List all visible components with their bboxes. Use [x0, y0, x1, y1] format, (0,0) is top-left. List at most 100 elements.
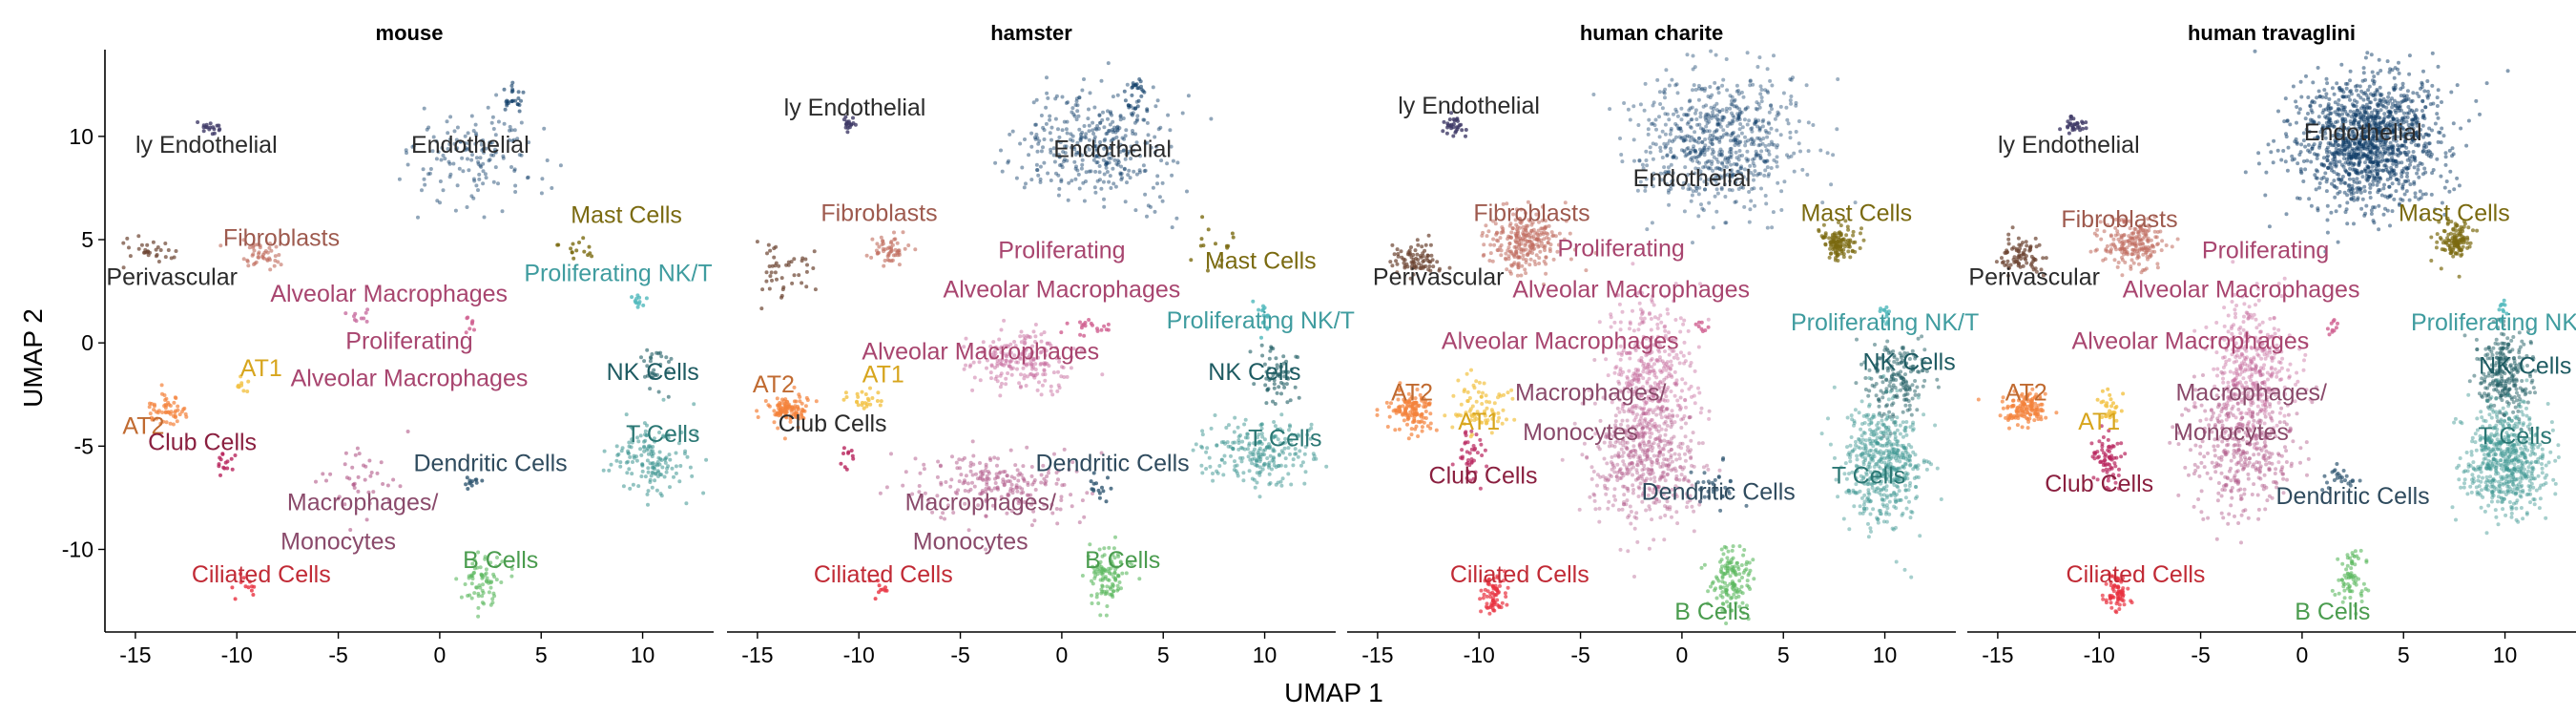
point-endothelial [1074, 164, 1078, 169]
point-t-cells [648, 461, 653, 466]
point-t-cells [652, 436, 656, 441]
point-b-cells [1093, 574, 1098, 579]
point-alveolar-macrophages [993, 345, 998, 349]
point-endothelial [1115, 125, 1119, 130]
point-t-cells [692, 402, 696, 407]
point-t-cells [1832, 385, 1837, 390]
point-macrophages-monocytes [1621, 451, 1626, 455]
point-endothelial [1120, 176, 1125, 180]
point-endothelial [1753, 169, 1757, 174]
point-endothelial [1645, 227, 1650, 232]
point-dendritic-cells [464, 482, 468, 487]
point-nk-cells [666, 369, 671, 374]
point-endothelial [1129, 144, 1133, 149]
point-endothelial [431, 135, 436, 139]
point-endothelial [1734, 104, 1738, 109]
point-endothelial [1753, 203, 1757, 208]
point-macrophages-monocytes [1009, 474, 1014, 479]
point-endothelial [1693, 139, 1698, 143]
point-macrophages-monocytes [343, 462, 347, 467]
point-b-cells [469, 581, 474, 586]
point-endothelial [1154, 144, 1159, 149]
point-endothelial [1806, 120, 1811, 125]
point-endothelial [1077, 127, 1082, 132]
point-alveolar-macrophages [1635, 369, 1640, 373]
point-macrophages-monocytes [994, 472, 999, 476]
point-perivascular [770, 278, 774, 283]
point-t-cells [661, 434, 666, 439]
point-endothelial [1710, 159, 1714, 164]
cluster-label-ciliated-cells: Ciliated Cells [192, 561, 331, 588]
point-endothelial [1094, 147, 1099, 152]
point-mast-cells [1858, 246, 1862, 250]
point-endothelial [1073, 153, 1078, 157]
point-endothelial [1107, 156, 1111, 160]
point-t-cells [1229, 453, 1233, 458]
point-at2 [1408, 410, 1413, 414]
point-fibroblasts [892, 237, 897, 242]
point-t-cells [639, 474, 644, 478]
point-mast-cells [1217, 263, 1222, 268]
point-mast-cells [1231, 235, 1236, 240]
point-at2 [1413, 427, 1418, 432]
point-endothelial [477, 177, 482, 181]
point-t-cells [1219, 457, 1224, 462]
point-fibroblasts [1524, 227, 1527, 232]
point-macrophages-monocytes [1595, 483, 1599, 488]
point-endothelial [440, 145, 445, 150]
point-endothelial [1700, 148, 1705, 153]
point-endothelial [1079, 166, 1084, 171]
point-club-cells [1464, 440, 1467, 445]
point-club-cells [1473, 446, 1478, 451]
point-endothelial [1119, 171, 1124, 176]
point-endothelial [1111, 137, 1116, 141]
point-alveolar-macrophages [1681, 322, 1686, 326]
point-nk-cells [652, 368, 656, 372]
point-fibroblasts [277, 253, 281, 257]
point-endothelial [1038, 179, 1043, 184]
point-endothelial [1728, 106, 1733, 111]
point-endothelial [1674, 135, 1678, 139]
point-proliferating-alveolar-macrophages [1082, 333, 1087, 338]
point-endothelial [1038, 164, 1043, 169]
point-ly-endothelial [205, 125, 210, 130]
point-perivascular [1426, 233, 1431, 238]
point-alveolar-macrophages [1618, 320, 1623, 325]
point-endothelial [1114, 135, 1119, 139]
point-endothelial [1758, 84, 1763, 89]
point-endothelial [1772, 142, 1776, 147]
point-endothelial [1044, 121, 1049, 126]
point-endothelial [1111, 130, 1115, 135]
point-at2 [1411, 407, 1416, 411]
point-alveolar-macrophages [1006, 345, 1010, 348]
point-endothelial [516, 90, 521, 95]
point-endothelial [1692, 83, 1696, 88]
point-endothelial [1710, 93, 1714, 97]
point-endothelial [1772, 53, 1776, 58]
point-alveolar-macrophages [971, 360, 976, 365]
point-macrophages-monocytes [1622, 410, 1627, 414]
point-macrophages-monocytes [1632, 575, 1636, 579]
point-macrophages-monocytes [324, 478, 328, 483]
point-macrophages-monocytes [972, 484, 977, 489]
point-at1 [855, 400, 860, 405]
point-endothelial [473, 131, 478, 136]
point-macrophages-monocytes [1622, 493, 1627, 497]
cluster-label-at2: AT2 [753, 371, 795, 398]
point-fibroblasts [1536, 228, 1541, 233]
point-macrophages-monocytes [1669, 441, 1673, 446]
point-endothelial [1145, 120, 1150, 125]
point-endothelial [1027, 153, 1031, 158]
point-endothelial [1056, 139, 1060, 143]
point-t-cells [694, 431, 698, 435]
point-endothelial [1145, 214, 1149, 219]
point-endothelial [1053, 96, 1058, 101]
point-t-cells [667, 453, 672, 457]
point-macrophages-monocytes [1626, 453, 1631, 457]
point-nk-cells [1891, 383, 1896, 388]
point-macrophages-monocytes [889, 452, 893, 456]
panel-title: hamster [990, 21, 1072, 45]
point-endothelial [1077, 186, 1082, 191]
point-dendritic-cells [474, 480, 479, 485]
point-macrophages-monocytes [1619, 447, 1624, 452]
